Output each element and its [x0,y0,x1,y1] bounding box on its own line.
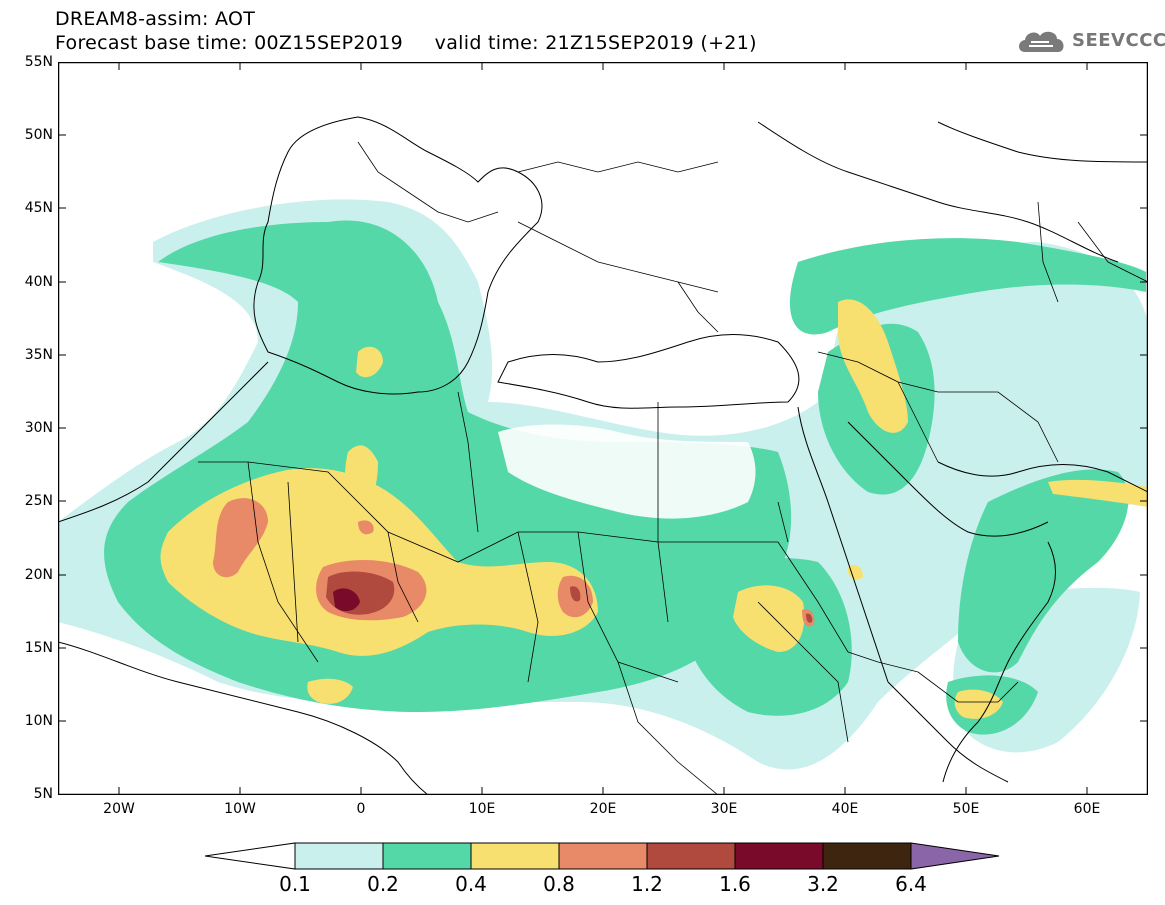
colorbar-label-3: 0.8 [543,872,575,896]
lat-label-50n: 50N [24,127,53,143]
lat-label-40n: 40N [24,274,53,290]
colorbar-bin-1.2 [646,842,736,870]
lon-label-30e: 30E [710,801,738,817]
colorbar-label-1: 0.2 [367,872,399,896]
colorbar-bin-3.2 [822,842,912,870]
lon-label-40e: 40E [831,801,859,817]
logo-text: SEEVCCC [1072,29,1165,51]
colorbar-bin-0.8 [558,842,648,870]
colorbar-svg [204,842,1000,870]
aot-level-1.6 [333,588,360,612]
lat-label-55n: 55N [24,54,53,70]
colorbar-under-arrow [204,842,296,870]
colorbar-label-0: 0.1 [279,872,311,896]
lon-label-0: 0 [356,801,366,817]
aot-map [58,62,1148,795]
lat-label-10n: 10N [24,713,53,729]
colorbar-bin-0.4 [470,842,560,870]
lat-label-5n: 5N [33,786,53,802]
seevccc-logo: SEEVCCC [1015,24,1165,56]
country-borders [198,141,1148,795]
lon-label-50e: 50E [952,801,980,817]
colorbar-label-2: 0.4 [455,872,487,896]
lat-label-30n: 30N [24,420,53,436]
lon-label-20w: 20W [103,801,135,817]
coastlines [58,116,1148,795]
colorbar-label-7: 6.4 [895,872,927,896]
map-title: DREAM8-assim: AOT [55,8,256,30]
colorbar-label-5: 1.6 [719,872,751,896]
colorbar [204,842,1000,870]
lon-label-10e: 10E [468,801,496,817]
lat-label-15n: 15N [24,640,53,656]
colorbar-label-4: 1.2 [631,872,663,896]
tick-marks [58,62,1148,795]
cloud-icon [1019,31,1064,52]
lat-label-20n: 20N [24,567,53,583]
lat-label-35n: 35N [24,347,53,363]
colorbar-bin-0.2 [382,842,472,870]
colorbar-bin-0.1 [294,842,384,870]
lon-label-10w: 10W [224,801,256,817]
lon-label-20e: 20E [589,801,617,817]
map-canvas [58,62,1148,795]
lat-label-25n: 25N [24,493,53,509]
colorbar-bin-1.6 [734,842,824,870]
colorbar-label-6: 3.2 [807,872,839,896]
lon-label-60e: 60E [1073,801,1101,817]
colorbar-over-arrow [910,842,1000,870]
forecast-time-line: Forecast base time: 00Z15SEP2019 valid t… [55,32,757,54]
lat-label-45n: 45N [24,200,53,216]
